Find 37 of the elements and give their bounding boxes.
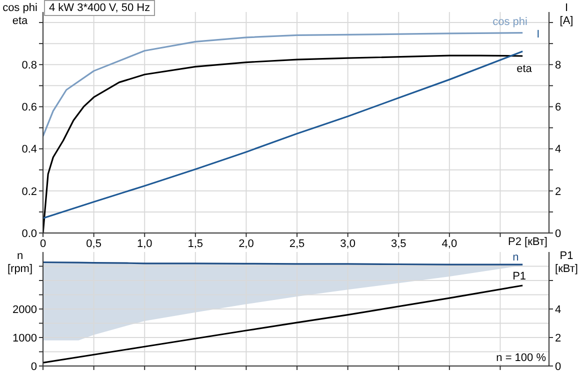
series-label: n xyxy=(512,252,519,264)
y-tick-label: 2000 xyxy=(12,304,37,316)
chart-title: 4 kW 3*400 V, 50 Hz xyxy=(44,0,156,16)
y2-tick-label: 4 xyxy=(555,144,562,156)
x-tick-label: 1,0 xyxy=(136,238,152,250)
y2-tick-label: 8 xyxy=(555,60,562,72)
y2-tick-label: 2 xyxy=(555,186,562,198)
x-tick-label: 3,5 xyxy=(390,238,406,250)
y-axis-title: n [rpm] xyxy=(6,250,34,276)
x-tick-label: 2,5 xyxy=(289,238,305,250)
y2-axis-title: I [A] xyxy=(558,2,574,28)
x-axis-title: P2 [кВт] xyxy=(508,236,548,248)
y2-tick-label: 6 xyxy=(555,102,562,114)
x-tick-label: 0 xyxy=(40,238,46,250)
series-label: eta xyxy=(516,62,533,75)
x-tick-label: 0,5 xyxy=(86,238,102,250)
x-tick-label: 1,5 xyxy=(188,238,204,250)
y-tick-label: 0.4 xyxy=(22,144,37,156)
y-tick-label: 1000 xyxy=(12,332,37,344)
x-tick-label: 3,0 xyxy=(340,238,356,250)
x-tick-label: 4,0 xyxy=(442,238,458,250)
series-label: I xyxy=(536,28,540,40)
y-tick-label: 0.0 xyxy=(22,228,37,240)
y2-tick-label: 4 xyxy=(555,304,562,316)
x-tick-label: 2,0 xyxy=(238,238,254,250)
y-tick-label: 0.8 xyxy=(22,60,37,72)
series-label: cos phi xyxy=(492,16,528,28)
y2-axis-title: P1 [кВт] xyxy=(554,250,579,276)
y-tick-label: 0.2 xyxy=(22,186,37,198)
y-tick-label: 0 xyxy=(30,360,37,373)
y2-tick-label: 0 xyxy=(555,360,562,373)
y2-tick-label: 2 xyxy=(555,332,562,344)
y-axis-title: cos phi eta xyxy=(2,2,38,28)
annotation: n = 100 % xyxy=(496,352,546,364)
y-tick-label: 0.6 xyxy=(22,102,37,114)
y2-tick-label: 0 xyxy=(555,228,562,240)
series-label: P1 xyxy=(512,270,526,282)
